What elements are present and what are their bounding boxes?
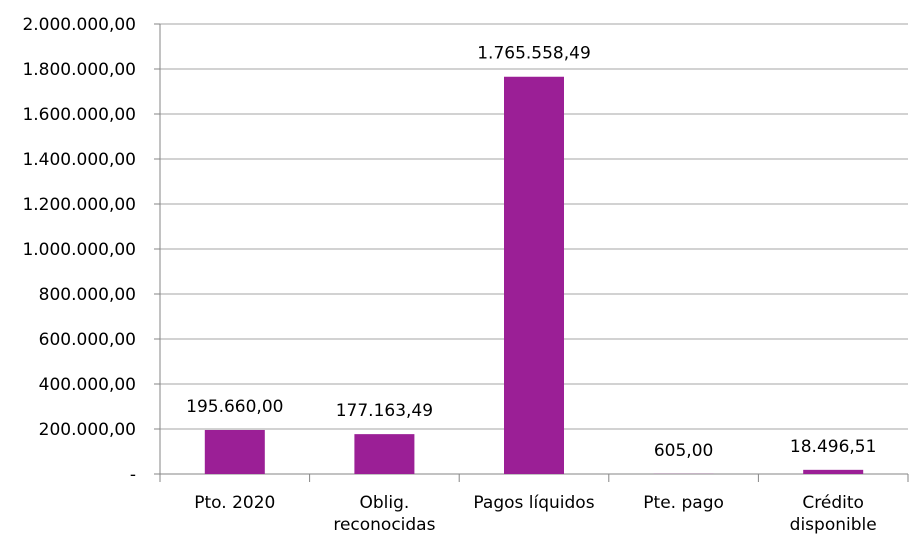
- bar: [803, 470, 863, 474]
- data-label: 18.496,51: [790, 437, 877, 457]
- bar: [504, 77, 564, 474]
- y-tick-label: 200.000,00: [39, 420, 136, 440]
- y-tick-label: 2.000.000,00: [22, 15, 136, 35]
- y-tick-label: 400.000,00: [39, 375, 136, 395]
- data-label: 195.660,00: [186, 397, 283, 417]
- x-tick-label: Oblig.reconocidas: [333, 493, 435, 535]
- y-tick-label: 1.000.000,00: [22, 240, 136, 260]
- y-tick-label: 1.200.000,00: [22, 195, 136, 215]
- data-label: 177.163,49: [336, 401, 433, 421]
- x-tick-label: Pte. pago: [643, 493, 724, 513]
- data-label: 1.765.558,49: [477, 44, 591, 64]
- y-tick-label: 600.000,00: [39, 330, 136, 350]
- x-tick-label: Pagos líquidos: [473, 493, 594, 513]
- y-axis-ticks: - 200.000,00 400.000,00 600.000,00 800.000,0…: [22, 15, 136, 485]
- x-tick-label: Pto. 2020: [194, 493, 275, 513]
- y-tick-label: 800.000,00: [39, 285, 136, 305]
- y-tick-label: 1.400.000,00: [22, 150, 136, 170]
- data-label: 605,00: [654, 441, 713, 461]
- bars: [205, 77, 863, 474]
- bar: [205, 430, 265, 474]
- bar: [354, 434, 414, 474]
- x-axis-ticks: Pto. 2020 Oblig.reconocidas Pagos líquidos…: [194, 493, 876, 535]
- y-tick-label: 1.600.000,00: [22, 105, 136, 125]
- y-tick-label: 1.800.000,00: [22, 60, 136, 80]
- y-tick-label: -: [130, 465, 136, 485]
